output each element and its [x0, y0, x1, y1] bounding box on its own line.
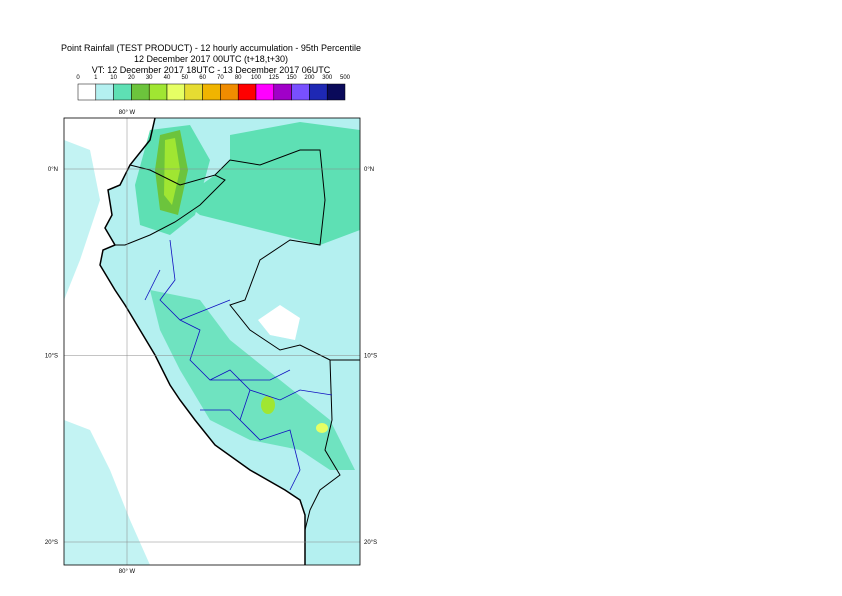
- legend-swatch: [237, 83, 257, 101]
- legend-swatch: [166, 83, 186, 101]
- valid-time: VT: 12 December 2017 18UTC - 13 December…: [92, 65, 331, 75]
- legend-label: 100: [251, 75, 262, 81]
- legend-swatch: [113, 83, 132, 101]
- legend-label: 20: [128, 75, 135, 81]
- legend-label: 60: [199, 75, 206, 81]
- legend-swatch: [273, 83, 292, 101]
- legend-swatch: [184, 83, 203, 101]
- title: Point Rainfall (TEST PRODUCT) - 12 hourl…: [61, 43, 361, 53]
- sea-rain: [64, 420, 150, 565]
- legend-label: 70: [217, 75, 224, 81]
- legend-label: 40: [164, 75, 171, 81]
- lat-label: 0°N: [48, 167, 58, 173]
- run-time: 12 December 2017 00UTC (t+18,t+30): [134, 54, 288, 64]
- dry-area: [258, 305, 300, 340]
- legend-swatch: [77, 83, 97, 101]
- legend-label: 500: [340, 75, 351, 81]
- rain-40-50: [316, 423, 328, 433]
- legend-label: 0: [76, 75, 80, 81]
- legend-swatch: [291, 83, 310, 101]
- coastline: [99, 118, 306, 565]
- map-frame: [63, 117, 361, 566]
- lat-label: 20°S: [364, 540, 377, 546]
- legend-label: 125: [269, 75, 280, 81]
- graticule-labels: 0°N 0°N 10°S 10°S 20°S 20°S 80° W 80° W: [45, 110, 377, 575]
- rain-10-20: [180, 122, 360, 245]
- map: [64, 118, 360, 565]
- legend-swatch: [309, 83, 328, 101]
- legend-swatch: [220, 83, 239, 101]
- legend-label: 50: [181, 75, 188, 81]
- lat-label: 20°S: [45, 540, 58, 546]
- legend-label: 300: [322, 75, 333, 81]
- sea-rain: [64, 140, 100, 300]
- legend-swatch: [95, 83, 114, 101]
- lon-label: 80° W: [119, 569, 136, 575]
- legend-swatch: [202, 83, 221, 101]
- lat-label: 10°S: [45, 354, 58, 360]
- lat-label: 10°S: [364, 354, 377, 360]
- lon-label: 80° W: [119, 110, 136, 116]
- border: [115, 149, 360, 531]
- legend-swatch: [148, 83, 168, 101]
- legend-swatch: [131, 83, 150, 101]
- legend-label: 30: [146, 75, 153, 81]
- legend-label: 1: [94, 75, 98, 81]
- legend-label: 10: [110, 75, 117, 81]
- rain-30-40: [261, 396, 275, 414]
- legend-label: 200: [304, 75, 315, 81]
- graticule: [64, 118, 360, 565]
- rain-30-40: [164, 138, 180, 205]
- legend-swatch: [326, 83, 346, 101]
- legend: 0 1 10 20 30 40 50 60 70 80 100 125 150 200 300 500: [76, 75, 351, 101]
- region-border: [144, 239, 333, 491]
- legend-swatch: [255, 83, 275, 101]
- legend-label: 150: [287, 75, 298, 81]
- lat-label: 0°N: [364, 167, 374, 173]
- legend-label: 80: [235, 75, 242, 81]
